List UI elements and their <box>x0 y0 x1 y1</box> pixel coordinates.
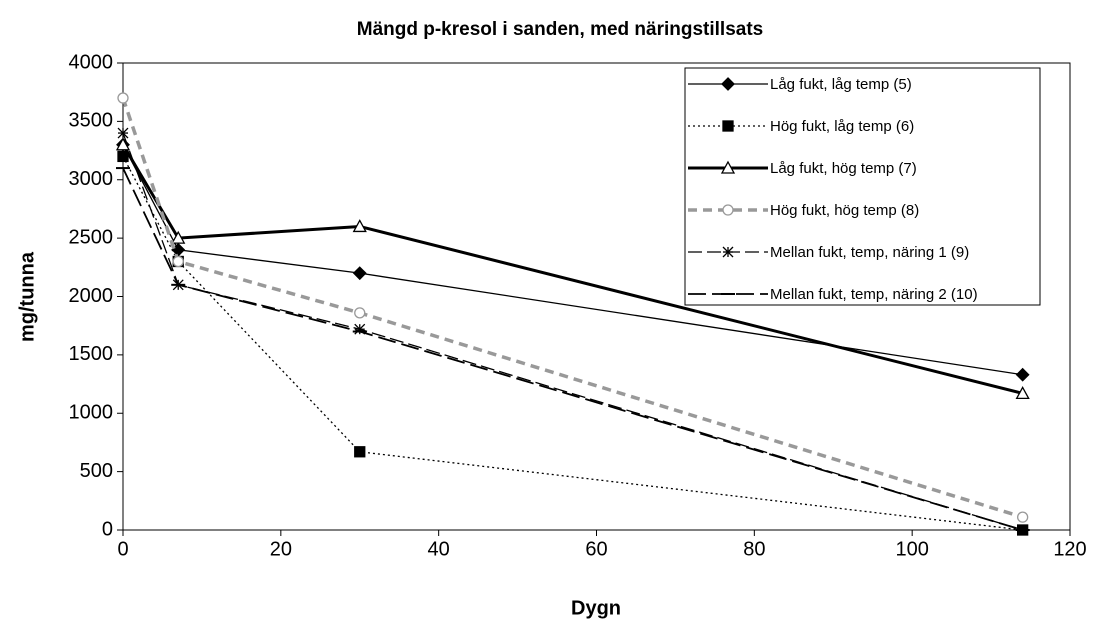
marker <box>720 160 736 174</box>
x-tick-label: 20 <box>270 538 292 560</box>
marker <box>354 446 366 458</box>
series-line <box>122 156 1023 531</box>
marker <box>354 307 366 319</box>
marker <box>117 92 129 104</box>
legend-label: Mellan fukt, temp, näring 2 (10) <box>770 286 978 303</box>
series-line <box>122 144 1023 376</box>
y-tick-label: 2000 <box>69 285 114 307</box>
series-line <box>121 97 1024 519</box>
marker <box>722 204 734 216</box>
marker <box>171 230 186 244</box>
y-tick-label: 4000 <box>69 51 114 73</box>
chart-title: Mängd p-kresol i sanden, med näringstill… <box>357 19 763 40</box>
x-axis-label: Dygn <box>571 597 621 619</box>
marker <box>115 137 131 151</box>
x-tick-label: 100 <box>895 538 928 560</box>
y-tick-label: 3500 <box>69 110 114 132</box>
marker <box>117 150 129 163</box>
legend-label: Hög fukt, låg temp (6) <box>770 118 914 135</box>
legend-label: Låg fukt, hög temp (7) <box>770 160 917 177</box>
x-tick-label: 60 <box>585 538 607 560</box>
marker <box>721 77 735 91</box>
legend-label: Låg fukt, låg temp (5) <box>770 76 912 93</box>
x-tick-label: 40 <box>428 538 450 560</box>
legend-label: Hög fukt, hög temp (8) <box>770 202 919 219</box>
y-tick-label: 2500 <box>69 226 114 248</box>
legend-label: Mellan fukt, temp, näring 1 (9) <box>770 244 969 261</box>
y-tick-label: 0 <box>102 518 113 540</box>
y-tick-label: 1000 <box>69 402 114 424</box>
marker <box>352 219 367 233</box>
marker <box>172 255 184 268</box>
legend-box <box>684 67 1041 306</box>
marker <box>1015 367 1030 382</box>
x-tick-label: 0 <box>117 538 128 560</box>
marker <box>722 120 734 132</box>
marker <box>1017 511 1029 523</box>
marker <box>1015 386 1030 400</box>
x-tick-label: 120 <box>1053 538 1086 560</box>
y-tick-label: 1500 <box>69 343 114 365</box>
y-tick-label: 3000 <box>69 168 114 190</box>
series-line <box>121 143 1024 395</box>
x-tick-label: 80 <box>743 538 765 560</box>
marker <box>352 266 367 281</box>
y-axis-label: mg/tunna <box>16 251 38 342</box>
series-line <box>122 132 1023 531</box>
marker <box>722 246 734 258</box>
marker <box>117 127 129 139</box>
series-line <box>122 167 1023 531</box>
y-tick-label: 500 <box>80 460 113 482</box>
